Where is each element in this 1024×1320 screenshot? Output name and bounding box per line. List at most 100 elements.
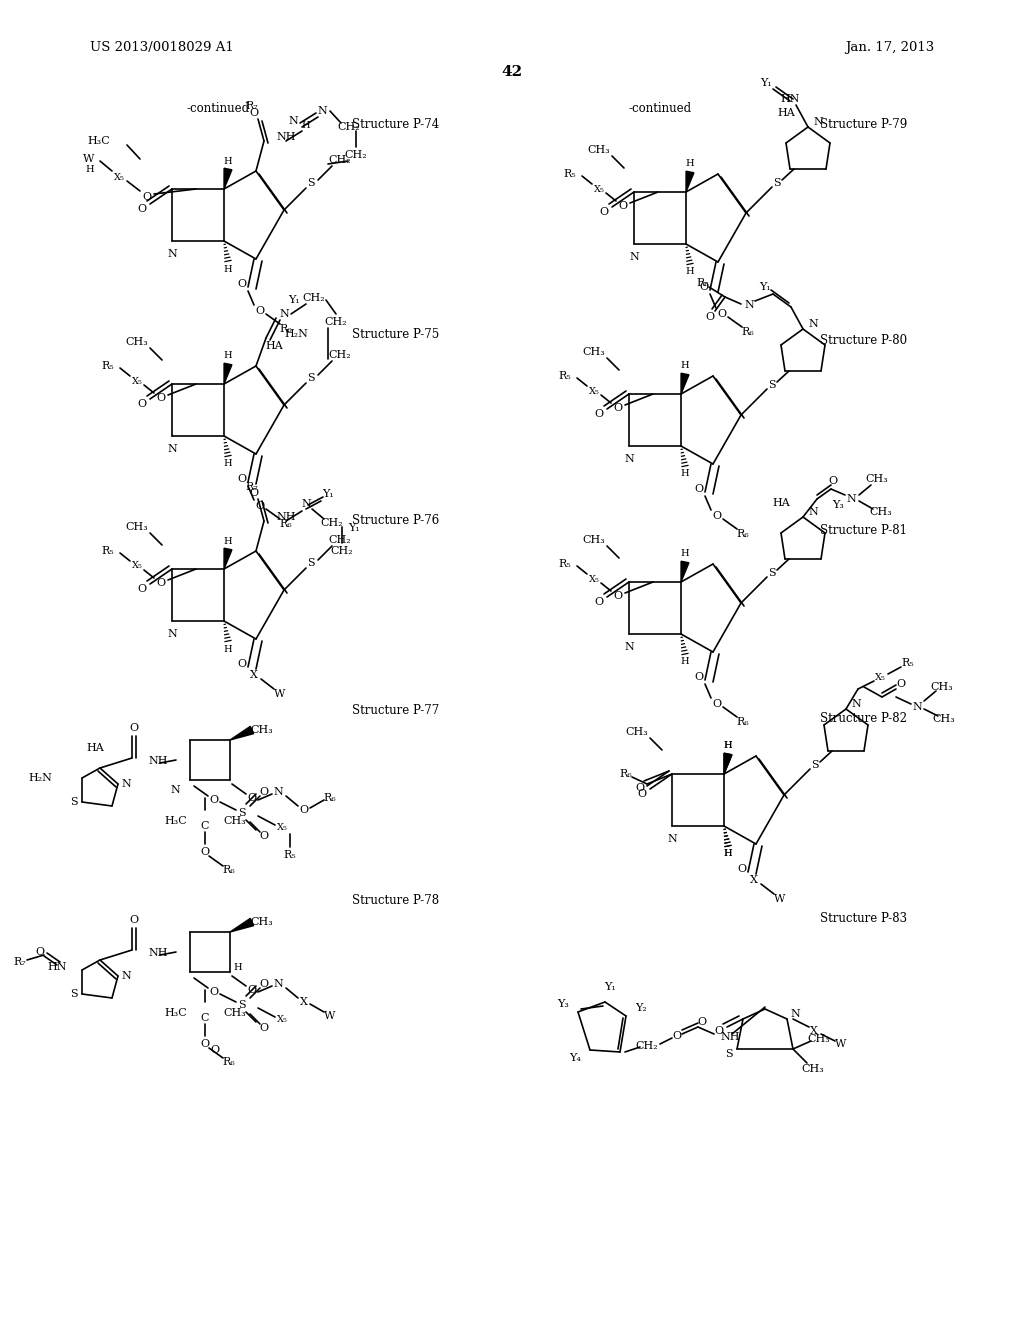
Text: CH₃: CH₃ bbox=[869, 507, 892, 517]
Text: O: O bbox=[713, 700, 722, 709]
Text: CH₂: CH₂ bbox=[321, 517, 343, 528]
Text: S: S bbox=[811, 760, 819, 770]
Text: CH₃: CH₃ bbox=[626, 727, 648, 737]
Text: O: O bbox=[618, 201, 628, 211]
Text: HA: HA bbox=[86, 743, 103, 752]
Text: O: O bbox=[299, 805, 308, 814]
Text: W: W bbox=[274, 689, 286, 700]
Text: R₅: R₅ bbox=[101, 360, 114, 371]
Text: O: O bbox=[142, 191, 152, 202]
Text: H: H bbox=[223, 351, 232, 360]
Text: N: N bbox=[624, 642, 634, 652]
Text: O: O bbox=[595, 409, 603, 418]
Text: R₆: R₆ bbox=[620, 770, 633, 779]
Text: O: O bbox=[737, 865, 746, 874]
Text: NH: NH bbox=[276, 512, 296, 521]
Text: O: O bbox=[713, 511, 722, 521]
Text: H₂N: H₂N bbox=[284, 329, 308, 339]
Text: H₃C: H₃C bbox=[164, 1008, 187, 1018]
Text: CH₂: CH₂ bbox=[329, 535, 351, 545]
Text: O: O bbox=[137, 399, 146, 409]
Text: O: O bbox=[211, 1045, 219, 1055]
Text: CH₂: CH₂ bbox=[329, 154, 351, 165]
Text: W: W bbox=[325, 1011, 336, 1020]
Text: S: S bbox=[773, 178, 781, 187]
Text: O: O bbox=[238, 659, 247, 669]
Polygon shape bbox=[686, 172, 694, 191]
Text: H: H bbox=[223, 536, 232, 545]
Polygon shape bbox=[681, 374, 689, 393]
Text: O: O bbox=[250, 108, 259, 117]
Text: R₆: R₆ bbox=[222, 1057, 236, 1067]
Text: CH₃: CH₃ bbox=[583, 535, 605, 545]
Text: S: S bbox=[71, 989, 78, 999]
Text: CH₃: CH₃ bbox=[933, 714, 955, 723]
Text: H: H bbox=[686, 268, 694, 276]
Text: Structure P-74: Structure P-74 bbox=[352, 119, 439, 132]
Text: CH₂: CH₂ bbox=[329, 350, 351, 360]
Text: H: H bbox=[686, 160, 694, 169]
Text: S: S bbox=[768, 568, 776, 578]
Text: R₆: R₆ bbox=[736, 529, 750, 539]
Text: O: O bbox=[129, 915, 138, 925]
Text: X: X bbox=[250, 671, 258, 680]
Polygon shape bbox=[681, 561, 689, 582]
Text: N: N bbox=[288, 116, 298, 125]
Text: Y₁: Y₁ bbox=[288, 294, 300, 305]
Text: H: H bbox=[223, 264, 232, 273]
Text: X₅: X₅ bbox=[589, 574, 599, 583]
Text: N: N bbox=[170, 785, 180, 795]
Text: O: O bbox=[637, 789, 646, 799]
Text: Y₁: Y₁ bbox=[323, 488, 334, 499]
Text: N: N bbox=[744, 300, 754, 310]
Text: US 2013/0018029 A1: US 2013/0018029 A1 bbox=[90, 41, 233, 54]
Text: Y₄: Y₄ bbox=[569, 1053, 581, 1063]
Text: N: N bbox=[667, 834, 677, 843]
Text: Y₁: Y₁ bbox=[760, 78, 772, 88]
Text: HA: HA bbox=[265, 341, 283, 351]
Text: Y₁: Y₁ bbox=[348, 523, 359, 533]
Text: O: O bbox=[715, 1026, 724, 1036]
Text: N: N bbox=[167, 630, 177, 639]
Text: H: H bbox=[724, 850, 732, 858]
Text: O: O bbox=[613, 591, 623, 601]
Text: H: H bbox=[223, 157, 232, 165]
Polygon shape bbox=[724, 754, 732, 774]
Text: CH₂: CH₂ bbox=[636, 1041, 658, 1051]
Text: NH: NH bbox=[720, 1032, 739, 1041]
Text: NH: NH bbox=[276, 132, 296, 143]
Text: N: N bbox=[813, 117, 823, 127]
Text: H₃C: H₃C bbox=[87, 136, 110, 147]
Text: H: H bbox=[724, 742, 732, 751]
Text: N: N bbox=[280, 309, 289, 319]
Text: X₅: X₅ bbox=[594, 185, 604, 194]
Text: CH₂: CH₂ bbox=[303, 293, 326, 304]
Text: N: N bbox=[808, 319, 818, 329]
Text: R₅: R₅ bbox=[563, 169, 575, 180]
Text: Structure P-83: Structure P-83 bbox=[820, 912, 907, 924]
Text: H: H bbox=[302, 120, 310, 129]
Text: H: H bbox=[223, 644, 232, 653]
Text: R₆: R₆ bbox=[280, 519, 293, 529]
Polygon shape bbox=[724, 754, 732, 774]
Text: O: O bbox=[828, 477, 838, 486]
Text: H: H bbox=[681, 549, 689, 558]
Text: HN: HN bbox=[780, 94, 800, 104]
Polygon shape bbox=[224, 548, 231, 569]
Text: CH₃: CH₃ bbox=[126, 337, 148, 347]
Text: O: O bbox=[137, 205, 146, 214]
Text: S: S bbox=[71, 797, 78, 807]
Text: X₅: X₅ bbox=[874, 672, 886, 681]
Text: CH₃: CH₃ bbox=[802, 1064, 824, 1074]
Text: R₆: R₆ bbox=[324, 793, 336, 803]
Text: N: N bbox=[167, 249, 177, 259]
Text: O: O bbox=[157, 578, 166, 587]
Text: Y₃: Y₃ bbox=[833, 500, 844, 510]
Text: O: O bbox=[694, 484, 703, 494]
Text: O: O bbox=[255, 306, 264, 315]
Text: O: O bbox=[210, 795, 218, 805]
Text: Jan. 17, 2013: Jan. 17, 2013 bbox=[845, 41, 934, 54]
Text: CH₃: CH₃ bbox=[583, 347, 605, 356]
Text: S: S bbox=[307, 558, 314, 568]
Text: Structure P-78: Structure P-78 bbox=[352, 894, 439, 907]
